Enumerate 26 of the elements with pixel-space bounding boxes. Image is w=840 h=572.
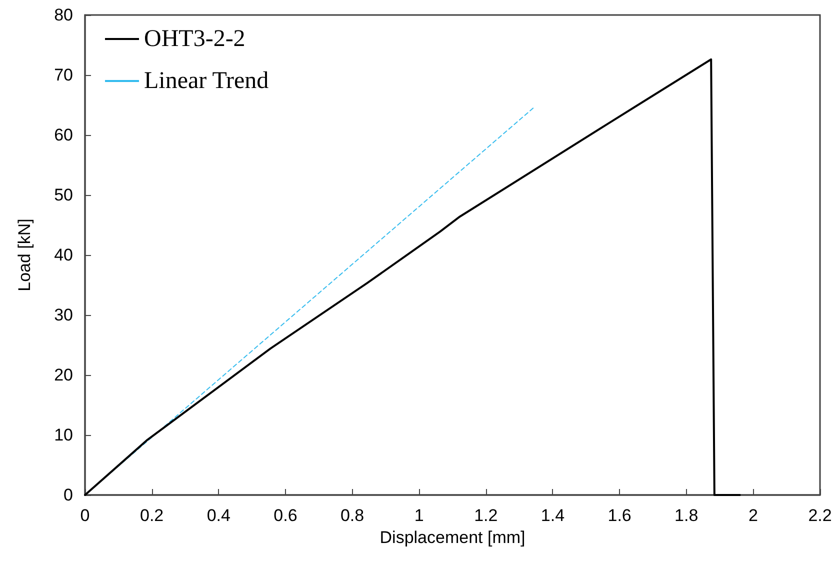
x-tick-label: 1.4 <box>540 506 565 525</box>
y-axis-title: Load [kN] <box>15 218 34 292</box>
y-tick-label: 30 <box>54 306 73 324</box>
y-tick-label: 60 <box>54 126 73 144</box>
legend-label: Linear Trend <box>144 68 269 94</box>
y-tick-label: 70 <box>54 66 73 84</box>
x-tick-label: 2.2 <box>808 506 832 525</box>
x-tick-label: 0.6 <box>274 506 298 525</box>
x-tick-label: 1.2 <box>474 506 498 525</box>
x-tick-label: 0.8 <box>340 506 364 525</box>
y-tick-label: 10 <box>54 426 73 444</box>
y-tick-label: 80 <box>54 6 73 24</box>
x-tick-label: 0.2 <box>140 506 164 525</box>
x-tick-label: 1.6 <box>608 506 632 525</box>
x-tick-label: 1 <box>414 506 424 525</box>
x-tick-label: 1.8 <box>674 506 698 525</box>
legend-label: OHT3-2-2 <box>144 26 246 52</box>
x-tick-label: 0.4 <box>206 506 230 525</box>
y-tick-label: 50 <box>54 186 73 204</box>
line-series <box>84 58 741 496</box>
y-tick-label: 0 <box>64 486 73 504</box>
x-axis-title: Displacement [mm] <box>380 528 526 547</box>
x-tick-label: 0 <box>80 506 90 525</box>
y-tick-label: 40 <box>54 246 73 264</box>
y-tick-label: 20 <box>54 366 73 384</box>
x-tick-label: 2 <box>748 506 758 525</box>
